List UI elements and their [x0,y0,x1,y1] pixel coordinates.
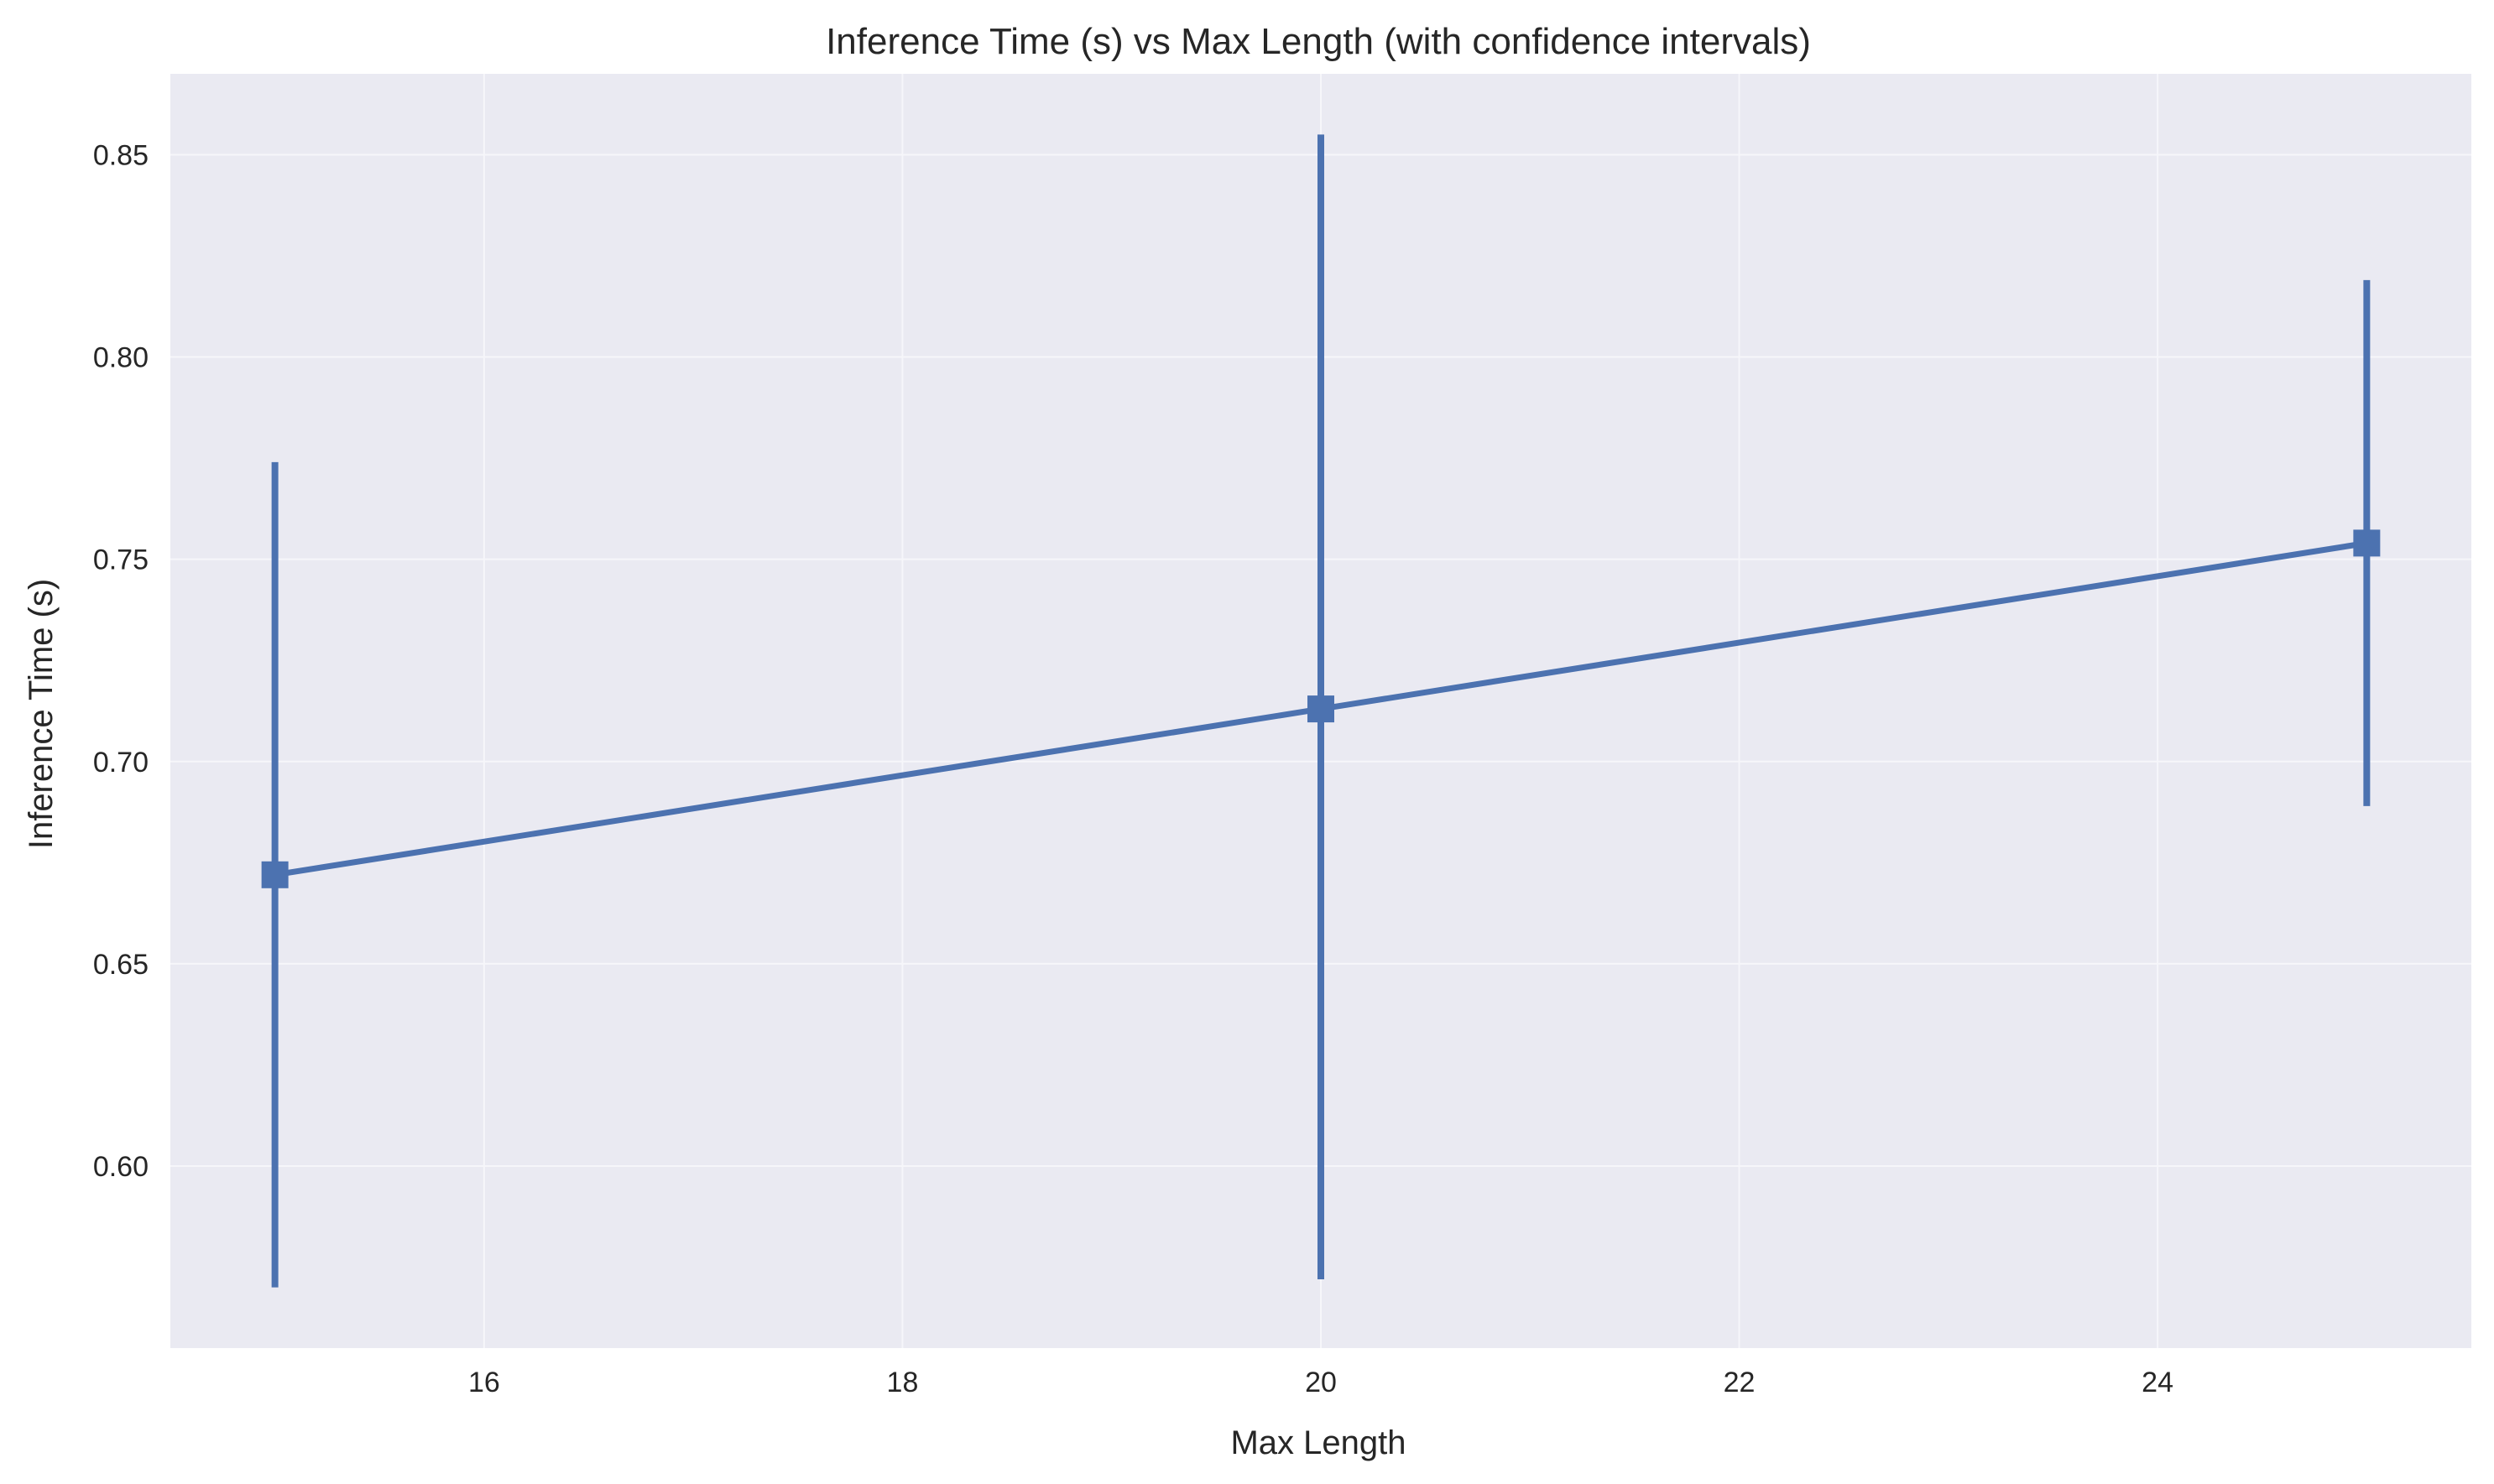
y-tick-label: 0.75 [93,544,149,576]
x-tick-label: 22 [1724,1367,1756,1398]
y-axis-ticks: 0.60 0.65 0.70 0.75 0.80 0.85 [93,139,149,1183]
x-axis-ticks: 16 18 20 22 24 [468,1367,2173,1398]
x-tick-label: 20 [1305,1367,1337,1398]
x-axis-label: Max Length [1230,1424,1406,1461]
y-tick-label: 0.80 [93,342,149,374]
data-point-marker [261,861,289,888]
y-axis-label: Inference Time (s) [23,579,60,849]
x-tick-label: 18 [887,1367,919,1398]
data-markers [261,529,2381,888]
chart-title: Inference Time (s) vs Max Length (with c… [826,21,1811,62]
x-tick-label: 24 [2142,1367,2173,1398]
y-tick-label: 0.85 [93,139,149,171]
y-tick-label: 0.60 [93,1151,149,1183]
data-point-marker [1307,695,1334,723]
data-point-marker [2353,529,2381,557]
y-tick-label: 0.65 [93,949,149,981]
y-tick-label: 0.70 [93,747,149,778]
x-tick-label: 16 [468,1367,500,1398]
